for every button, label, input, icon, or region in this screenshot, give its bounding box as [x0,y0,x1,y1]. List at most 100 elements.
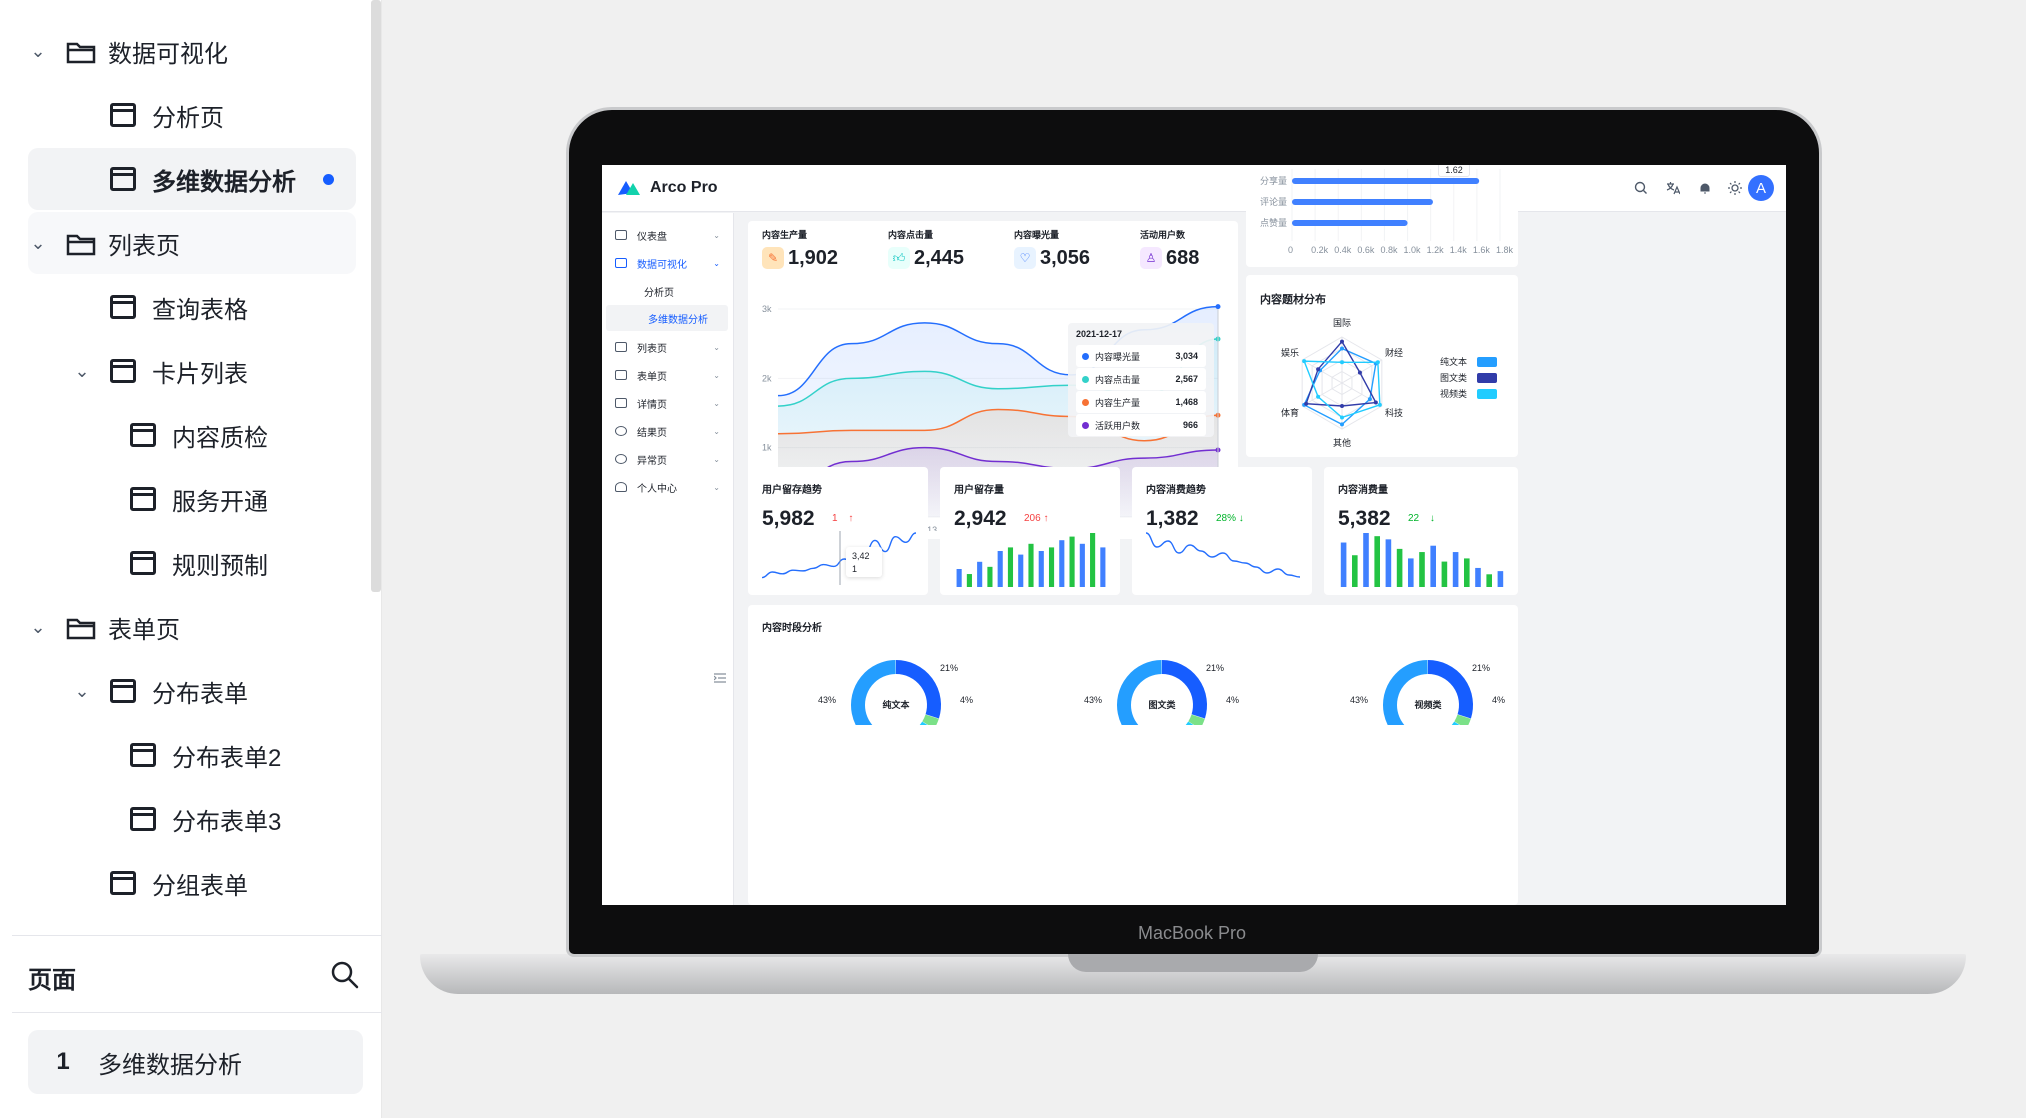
page-icon [110,359,136,383]
donut-segment [1454,714,1471,725]
tooltip-value: 3,42 [852,551,870,561]
x-tick-label: 0.2k [1311,245,1329,255]
menu-fold-icon[interactable] [713,673,726,686]
radar-point [1316,394,1321,399]
page-row[interactable]: 1 多维数据分析 [28,1030,363,1094]
bar-label: 分享量 [1260,175,1287,186]
arco-logo-icon [618,181,640,195]
nav-item-user-center[interactable]: 个人中心 ⌄ [602,471,734,503]
page-icon [110,871,136,895]
nav-item-analysis[interactable]: 分析页 [602,275,734,307]
translate-icon[interactable] [1662,177,1684,199]
mini-line-chart [1145,532,1301,578]
card-value: 2,942 [954,507,1007,530]
card-title: 用户留存趋势 [762,485,822,496]
bell-icon[interactable] [1694,177,1716,199]
tree-item-data-visualization[interactable]: ⌄ 数据可视化 [28,20,356,82]
page-icon [110,295,136,319]
check-circle-icon [615,426,627,436]
tooltip-value: 3,034 [1175,351,1198,361]
page-icon [110,167,136,191]
x-tick-label: 1.4k [1450,245,1468,255]
legend-item: 视频类 [1440,387,1498,400]
stat-value: 688 [1166,247,1200,269]
outline-scrollbar[interactable] [371,0,381,592]
chevron-down-icon[interactable]: ⌄ [74,680,90,701]
nav-item-exception[interactable]: 异常页 ⌄ [602,443,734,475]
donut-segment [1161,660,1207,719]
tree-item-content-qa[interactable]: 内容质检 [28,404,356,466]
tooltip-label: 内容生产量 [1095,397,1141,408]
nav-item-list[interactable]: 列表页 ⌄ [602,331,734,363]
mini-bar [1430,545,1436,587]
chevron-down-icon[interactable]: ⌄ [30,232,46,253]
tree-item-form-page[interactable]: ⌄ 表单页 [28,596,356,658]
mini-bar [1028,543,1034,587]
sun-icon[interactable] [1724,177,1746,199]
radar-point [1302,359,1307,364]
tree-item-step-form[interactable]: ⌄ 分布表单 [28,660,356,722]
donut-pct-label: 4% [1226,695,1239,705]
mini-bar [997,551,1003,587]
nav-item-detail[interactable]: 详情页 ⌄ [602,387,734,419]
stat-value: 2,445 [914,247,965,269]
tree-item-rule-preset[interactable]: 规则预制 [28,532,356,594]
user-icon: ♙ [1140,247,1162,269]
donut-pct-label: 43% [1350,695,1368,705]
tree-item-label: 服务开通 [172,488,268,516]
nav-item-dashboard[interactable]: 仪表盘 ⌄ [602,219,734,251]
mini-bar [1441,561,1448,587]
tooltip-value: 966 [1182,420,1198,430]
card-change: 22 ↓ [1408,513,1435,524]
radar-point [1375,360,1380,365]
tree-item-service-open[interactable]: 服务开通 [28,468,356,530]
chevron-down-icon: ⌄ [713,426,720,436]
search-icon[interactable] [330,960,360,990]
donut-segment [1117,660,1163,725]
tree-item-group-form[interactable]: 分组表单 [28,852,356,914]
donut-pct-label: 21% [1472,663,1490,673]
chevron-down-icon: ⌄ [713,398,720,408]
x-tick-label: 0.6k [1357,245,1375,255]
nav-item-result[interactable]: 结果页 ⌄ [602,415,734,447]
nav-item-multidim-analysis[interactable]: 多维数据分析 [606,305,728,331]
tree-item-step-form-2[interactable]: 分布表单2 [28,724,356,786]
chevron-down-icon[interactable]: ⌄ [30,40,46,61]
page-icon [130,423,156,447]
selected-dot [323,173,334,185]
exclamation-icon [615,454,627,464]
avatar[interactable]: A [1748,175,1774,201]
card-title: 内容题材分布 [1260,294,1326,306]
tree-item-card-list[interactable]: ⌄ 卡片列表 [28,340,356,402]
thumb-up-icon: 👍︎ [888,247,910,269]
folder-icon [66,616,96,640]
tree-item-query-table[interactable]: 查询表格 [28,276,356,338]
laptop-screen: Arco Pro A 仪表盘 ⌄ 数据可视化 ⌄ 分析页 多维数据分析 列表页 ⌄ 表… [602,165,1786,905]
chevron-down-icon[interactable]: ⌄ [74,360,90,381]
legend-label: 视频类 [1440,389,1468,399]
nav-item-data-visualization[interactable]: 数据可视化 ⌄ [602,247,734,279]
x-tick-label: 1.6k [1473,245,1491,255]
tree-item-analysis-page[interactable]: 分析页 [28,84,356,146]
user-icon [615,482,627,492]
mini-bar [1038,551,1044,587]
chevron-down-icon[interactable]: ⌄ [30,616,46,637]
chevron-down-icon: ⌄ [713,370,720,380]
donut-center-label: 视频类 [1414,699,1442,710]
card-change: 28% ↓ [1216,513,1244,524]
search-icon[interactable] [1630,177,1652,199]
nav-item-form[interactable]: 表单页 ⌄ [602,359,734,391]
heart-icon: ♡ [1014,247,1036,269]
donut-pct-label: 4% [1492,695,1505,705]
arrow-down-icon: ↓ [1238,513,1244,524]
tree-item-multidim-analysis[interactable]: 多维数据分析 [28,148,356,210]
tree-item-step-form-3[interactable]: 分布表单3 [28,788,356,850]
page-icon [130,487,156,511]
mini-bar [1090,533,1096,587]
mini-bar [1069,536,1075,587]
radar-point [1340,360,1344,365]
tree-item-list-page[interactable]: ⌄ 列表页 [28,212,356,274]
content-period-card: 内容时段分析 纯文本 21% 4% 43% 图文类 21% 4% 43% 视频类 21% 4% 43% [748,605,1518,905]
y-tick-label: 3k [762,304,772,314]
tooltip-date: 2021-12-17 [1076,329,1123,339]
